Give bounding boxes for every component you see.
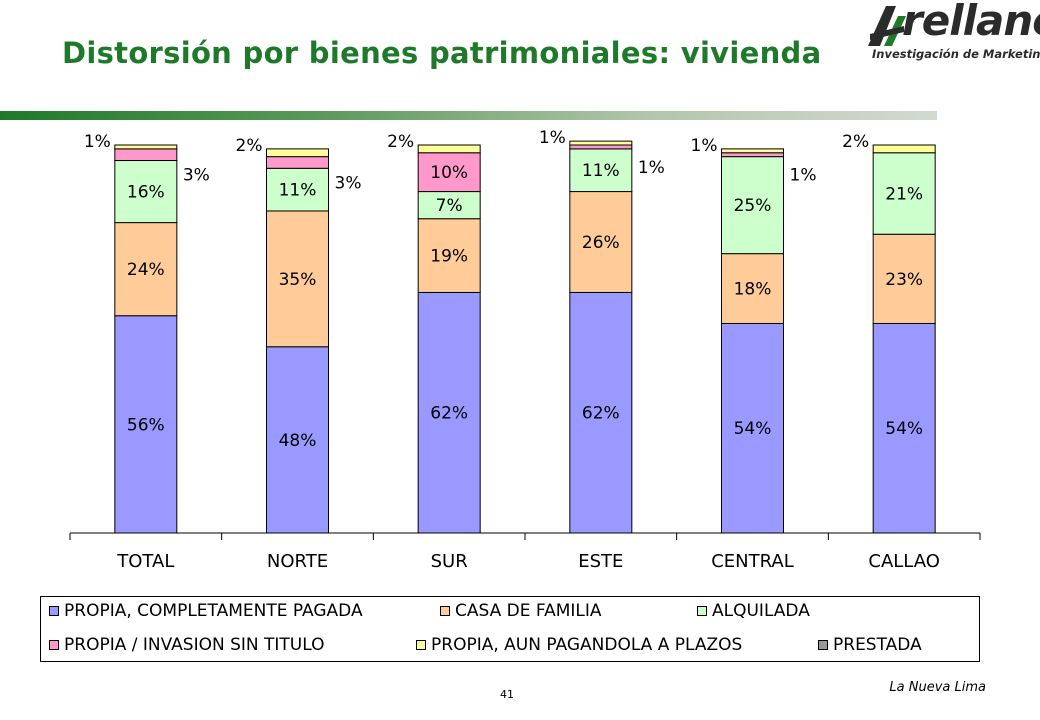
data-label: 2% — [236, 136, 263, 156]
bar-segment — [266, 210, 329, 348]
bar-segment — [872, 322, 936, 534]
data-label: 11% — [582, 161, 620, 181]
bar-segment — [114, 144, 178, 150]
page-number: 41 — [500, 688, 514, 701]
data-label: 62% — [582, 404, 620, 424]
data-label: 11% — [279, 181, 317, 201]
data-label: 48% — [279, 431, 317, 451]
legend-item-propia-pagada: PROPIA, COMPLETAMENTE PAGADA — [49, 601, 363, 621]
bar-segment — [569, 144, 633, 150]
bar-segment — [872, 233, 936, 324]
data-label: 26% — [582, 233, 620, 253]
bar-segment — [114, 148, 178, 162]
bar-segment — [569, 148, 633, 193]
stacked-bar-chart: 56% 24% 16% 3% 1% TOTAL 48% 35% 11% 3% 2% NORTE 62% 1… — [69, 128, 981, 572]
x-tick-label: TOTAL — [116, 551, 174, 572]
bar-segment — [569, 191, 633, 293]
data-label: 56% — [127, 415, 165, 435]
data-label: 1% — [691, 136, 718, 156]
data-label: 1% — [638, 158, 665, 178]
data-label: 7% — [436, 196, 463, 216]
x-tick-label: CALLAO — [868, 551, 940, 572]
legend-swatch — [818, 640, 828, 650]
data-label: 25% — [734, 196, 772, 216]
bar-segment — [417, 291, 481, 534]
data-label: 3% — [183, 166, 210, 186]
legend-item-invasion: PROPIA / INVASION SIN TITULO — [49, 635, 324, 655]
bar-segment — [569, 291, 633, 534]
bar-segment — [569, 140, 633, 146]
data-label: 16% — [127, 183, 165, 203]
bar-segment — [266, 148, 329, 158]
data-label: 35% — [279, 270, 317, 290]
bar-segment — [114, 315, 178, 534]
legend-label: CASA DE FAMILIA — [455, 601, 602, 621]
legend-swatch — [49, 606, 59, 616]
legend-swatch — [49, 640, 59, 650]
x-tick-label: SUR — [431, 551, 468, 572]
x-tick-label: NORTE — [267, 551, 328, 572]
bar-segment — [114, 222, 178, 317]
bar-segment — [417, 152, 481, 193]
data-label: 62% — [430, 404, 468, 424]
x-tick-label: ESTE — [578, 551, 623, 572]
bar-segment — [721, 148, 784, 154]
data-label: 19% — [430, 247, 468, 267]
data-label: 1% — [790, 166, 817, 186]
data-label: 54% — [885, 419, 923, 439]
legend-item-plazos: PROPIA, AUN PAGANDOLA A PLAZOS — [416, 635, 742, 655]
legend-swatch — [416, 640, 426, 650]
data-label: 23% — [885, 270, 923, 290]
bar-segment — [872, 144, 936, 154]
legend-label: ALQUILADA — [712, 601, 810, 621]
legend-label: PROPIA / INVASION SIN TITULO — [64, 635, 325, 655]
data-label: 24% — [127, 260, 165, 280]
data-label: 1% — [84, 132, 111, 152]
bar-segment — [417, 218, 481, 293]
x-tick-label: CENTRAL — [711, 551, 794, 572]
data-label: 2% — [387, 132, 414, 152]
bar-segment — [417, 144, 481, 154]
data-label: 2% — [842, 132, 869, 152]
chart-legend: PROPIA, COMPLETAMENTE PAGADA CASA DE FAM… — [40, 596, 980, 662]
page-title: Distorsión por bienes patrimoniales: viv… — [62, 36, 822, 70]
logo-mark-icon — [868, 6, 906, 46]
data-label: 1% — [539, 128, 566, 148]
logo-tagline: Investigación de Marketing — [872, 47, 1040, 61]
bar-segment — [266, 156, 329, 169]
logo-wordmark: rellano — [902, 0, 1040, 45]
legend-label: PRESTADA — [833, 635, 922, 655]
data-label: 18% — [734, 280, 772, 300]
bar-segment — [721, 253, 784, 324]
bar-segment — [266, 346, 329, 534]
arellano-logo: rellano Investigación de Marketing — [862, 0, 1040, 68]
legend-swatch — [697, 606, 707, 616]
bar-segment — [872, 152, 936, 235]
footer-caption: La Nueva Lima — [889, 680, 986, 695]
legend-swatch — [440, 606, 450, 616]
data-label: 54% — [734, 419, 772, 439]
bar-segment — [721, 156, 784, 255]
bar-segment — [114, 160, 178, 224]
legend-item-casa-familia: CASA DE FAMILIA — [440, 601, 602, 621]
data-label: 10% — [430, 163, 468, 183]
legend-label: PROPIA, COMPLETAMENTE PAGADA — [64, 601, 363, 621]
data-label: 21% — [885, 185, 923, 205]
bar-segment — [721, 152, 784, 158]
legend-label: PROPIA, AUN PAGANDOLA A PLAZOS — [431, 635, 743, 655]
header-divider-band — [0, 111, 937, 120]
legend-item-prestada: PRESTADA — [818, 635, 922, 655]
legend-item-alquilada: ALQUILADA — [697, 601, 810, 621]
data-label: 3% — [335, 173, 362, 193]
